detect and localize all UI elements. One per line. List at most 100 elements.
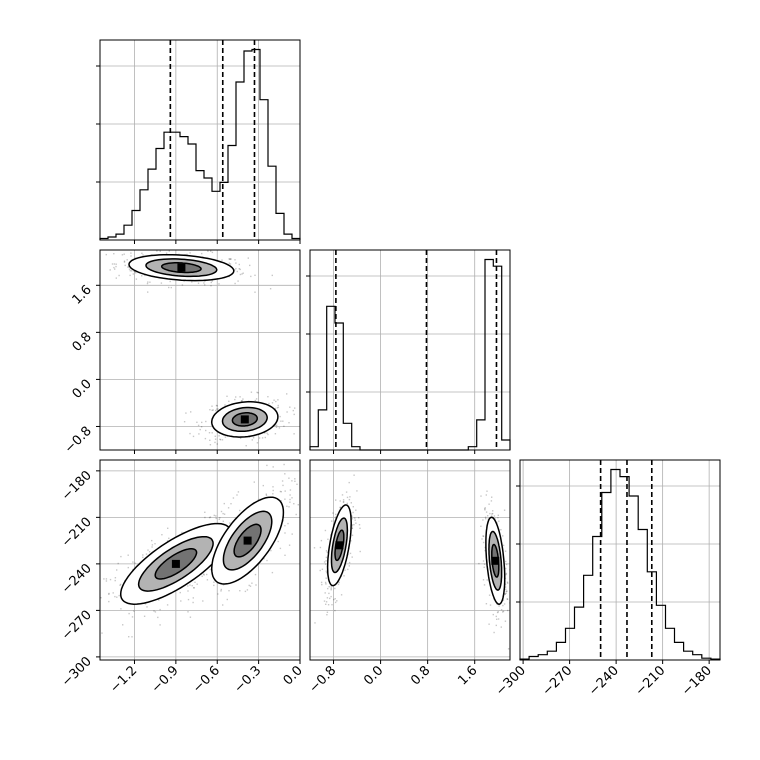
sample-point (218, 435, 220, 437)
sample-point (199, 428, 201, 431)
sample-point (214, 438, 217, 440)
sample-point (327, 604, 330, 606)
y-tick-label: 1.6 (70, 283, 95, 308)
sample-point (342, 500, 345, 503)
sample-point (329, 597, 331, 600)
sample-point (211, 405, 213, 407)
sample-point (187, 585, 189, 587)
sample-point (153, 610, 155, 612)
sample-point (482, 535, 485, 537)
sample-point (330, 589, 332, 591)
sample-point (187, 590, 189, 592)
sample-point (245, 445, 247, 447)
sample-point (289, 406, 291, 408)
contour-line (145, 258, 218, 278)
sample-point (112, 592, 114, 594)
sample-point (205, 420, 207, 423)
histogram-step (519, 468, 721, 660)
y-tick-label: −0.8 (62, 424, 95, 457)
sample-point (286, 411, 288, 413)
sample-point (251, 439, 253, 441)
sample-point (217, 408, 219, 410)
sample-point (204, 284, 206, 286)
sample-point (488, 623, 490, 625)
sample-point (257, 499, 260, 501)
sample-point (218, 518, 220, 520)
scatter-content (105, 250, 296, 447)
sample-point (293, 433, 295, 435)
sample-point (211, 251, 214, 254)
sample-point (169, 280, 171, 283)
sample-point (215, 515, 217, 517)
sample-point (324, 529, 327, 532)
histogram-bar (268, 166, 276, 240)
sample-point (123, 260, 126, 262)
histogram-bar (132, 211, 140, 241)
sample-point (239, 437, 242, 439)
sample-point (505, 573, 507, 576)
sample-point (114, 579, 116, 582)
sample-point (235, 267, 237, 270)
sample-point (328, 586, 330, 588)
sample-point (483, 584, 486, 586)
sample-point (343, 575, 345, 577)
sample-point (359, 527, 361, 529)
sample-point (265, 493, 267, 495)
sample-point (283, 425, 285, 427)
sample-point (203, 282, 205, 284)
sample-point (482, 579, 485, 581)
sample-point (215, 409, 217, 412)
sample-point (192, 601, 194, 604)
sample-point (261, 437, 264, 439)
sample-point (220, 510, 223, 513)
sample-point (113, 266, 115, 269)
sample-point (325, 550, 328, 552)
sample-point (351, 525, 353, 527)
sample-point (218, 283, 220, 285)
sample-point (282, 520, 284, 522)
histogram-panel-2 (516, 459, 721, 661)
sample-point (330, 586, 332, 588)
panel-frame (99, 459, 301, 661)
panel-frame (309, 459, 511, 661)
sample-point (249, 585, 252, 587)
sample-point (197, 424, 200, 427)
sample-point (287, 522, 289, 525)
sample-point (352, 511, 354, 514)
sample-point (249, 264, 251, 267)
sample-point (272, 489, 274, 492)
sample-point (284, 473, 286, 475)
sample-point (289, 494, 291, 496)
sample-point (346, 502, 348, 505)
sample-point (480, 495, 482, 497)
sample-point (237, 280, 239, 282)
sample-point (146, 606, 148, 608)
sample-point (226, 598, 228, 601)
sample-point (109, 269, 111, 271)
sample-point (165, 252, 168, 254)
histogram-bar (116, 234, 124, 240)
sample-point (291, 480, 293, 482)
sample-point (297, 504, 299, 506)
sample-point (273, 399, 275, 401)
x-tick-label: −0.3 (232, 663, 265, 696)
sample-point (325, 583, 327, 585)
sample-point (277, 406, 280, 409)
sample-point (489, 512, 491, 515)
sample-point (279, 490, 282, 493)
sample-point (504, 550, 507, 552)
sample-point (219, 439, 222, 441)
y-tick-label: −300 (59, 654, 95, 690)
sample-point (142, 556, 144, 558)
sample-point (201, 252, 203, 255)
sample-point (210, 285, 212, 287)
sample-point (250, 391, 253, 393)
sample-point (325, 570, 327, 572)
sample-point (228, 258, 230, 260)
sample-point (339, 506, 341, 508)
sample-point (331, 520, 333, 522)
sample-point (133, 270, 135, 272)
sample-point (325, 560, 327, 562)
sample-point (208, 432, 211, 434)
sample-point (296, 483, 298, 485)
